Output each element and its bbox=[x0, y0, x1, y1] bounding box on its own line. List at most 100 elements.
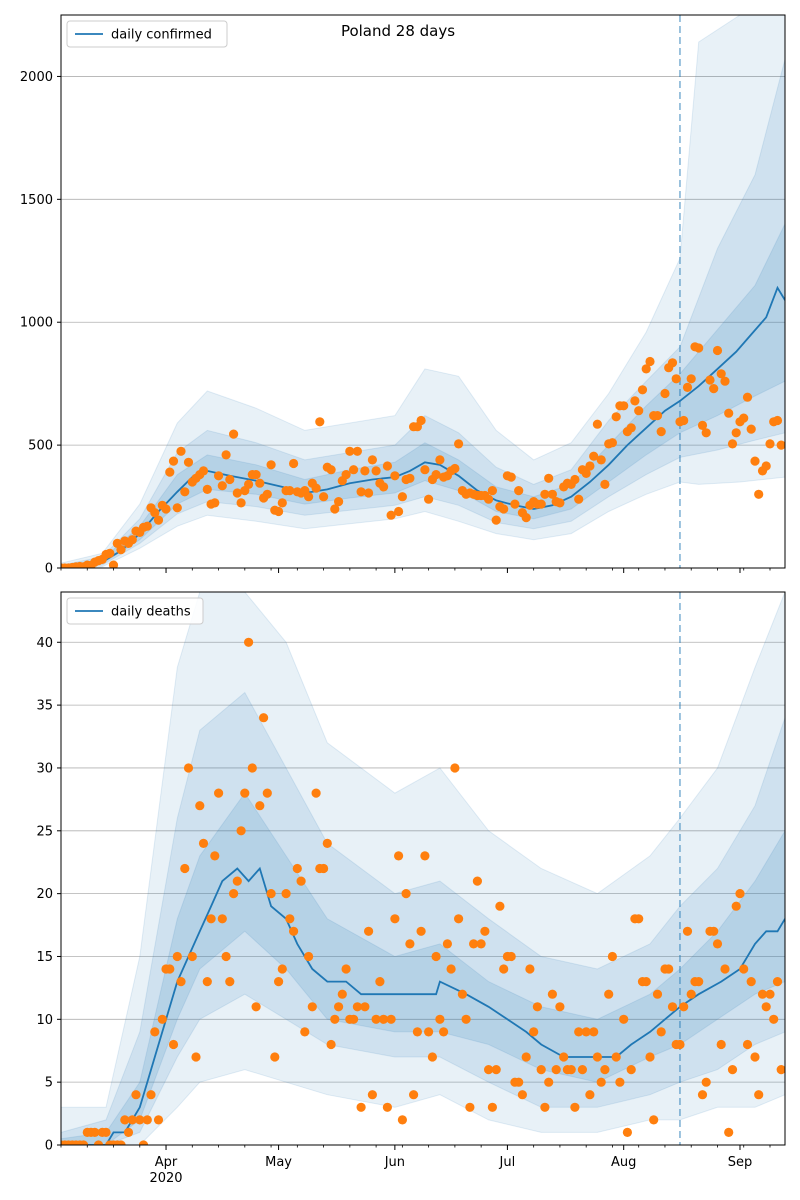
x-tick-label: Apr bbox=[155, 1155, 178, 1170]
observed-point bbox=[765, 989, 775, 999]
observed-point bbox=[652, 989, 663, 999]
observed-point bbox=[405, 473, 415, 483]
observed-point bbox=[232, 488, 242, 498]
observed-point bbox=[93, 1140, 104, 1145]
observed-point bbox=[465, 1102, 475, 1112]
observed-point bbox=[424, 494, 434, 504]
observed-point bbox=[517, 1090, 528, 1100]
observed-point bbox=[754, 489, 764, 499]
observed-point bbox=[487, 1102, 497, 1112]
observed-point bbox=[341, 964, 351, 974]
observed-point bbox=[484, 494, 494, 504]
observed-point bbox=[420, 465, 430, 475]
observed-point bbox=[544, 1077, 554, 1087]
observed-point bbox=[472, 876, 482, 886]
observed-point bbox=[772, 415, 783, 426]
observed-point bbox=[581, 468, 591, 478]
observed-point bbox=[300, 1027, 310, 1037]
observed-point bbox=[176, 977, 186, 987]
observed-point bbox=[165, 467, 175, 477]
legend: daily confirmed bbox=[66, 20, 228, 48]
observed-point bbox=[142, 521, 152, 531]
observed-point bbox=[367, 1090, 377, 1100]
observed-point bbox=[274, 977, 284, 987]
observed-point bbox=[330, 1014, 340, 1024]
x-tick-label: Aug bbox=[611, 1155, 636, 1170]
observed-point bbox=[319, 492, 329, 502]
observed-point bbox=[641, 977, 651, 987]
observed-point bbox=[645, 1052, 655, 1062]
observed-point bbox=[127, 1115, 137, 1125]
observed-point bbox=[679, 1002, 689, 1012]
legend-box bbox=[66, 20, 228, 48]
observed-point bbox=[379, 1014, 389, 1024]
observed-point bbox=[259, 713, 269, 723]
observed-point bbox=[544, 473, 554, 483]
observed-point bbox=[289, 458, 299, 469]
observed-point bbox=[656, 1027, 666, 1037]
observed-point bbox=[626, 423, 636, 433]
observed-point bbox=[360, 466, 370, 476]
observed-point bbox=[168, 456, 179, 466]
observed-point bbox=[521, 513, 531, 523]
observed-point bbox=[266, 889, 276, 899]
observed-point bbox=[686, 989, 696, 999]
observed-point bbox=[251, 470, 261, 480]
observed-point bbox=[637, 385, 648, 395]
observed-point bbox=[274, 506, 284, 517]
observed-point bbox=[244, 637, 254, 647]
observed-point bbox=[682, 926, 693, 936]
observed-point bbox=[701, 1077, 711, 1087]
observed-point bbox=[285, 914, 295, 924]
observed-point bbox=[225, 977, 235, 987]
observed-point bbox=[446, 964, 456, 974]
observed-point bbox=[525, 964, 535, 974]
x-tick-label: Sep bbox=[728, 1155, 753, 1170]
observed-point bbox=[712, 939, 723, 949]
observed-point bbox=[330, 504, 340, 514]
observed-point bbox=[191, 1052, 201, 1062]
observed-point bbox=[108, 560, 119, 568]
observed-point bbox=[262, 489, 272, 499]
observed-point bbox=[735, 889, 745, 899]
observed-point bbox=[311, 788, 321, 798]
plot-area bbox=[61, 592, 785, 1145]
observed-point bbox=[214, 788, 224, 798]
observed-point bbox=[750, 456, 760, 466]
observed-point bbox=[214, 471, 224, 481]
y-tick-label: 1000 bbox=[20, 316, 53, 331]
y-tick-label: 35 bbox=[36, 699, 53, 714]
observed-point bbox=[364, 488, 374, 498]
observed-point bbox=[720, 376, 730, 386]
observed-point bbox=[641, 364, 651, 374]
observed-point bbox=[540, 1102, 550, 1112]
observed-point bbox=[622, 1127, 633, 1137]
observed-point bbox=[236, 498, 246, 508]
observed-point bbox=[397, 1115, 407, 1125]
observed-point bbox=[229, 429, 239, 439]
observed-point bbox=[626, 1065, 636, 1075]
y-tick-label: 15 bbox=[36, 950, 53, 965]
observed-point bbox=[514, 1077, 524, 1087]
observed-point bbox=[510, 499, 520, 509]
observed-point bbox=[183, 763, 194, 773]
observed-point bbox=[394, 851, 404, 861]
observed-point bbox=[296, 876, 306, 886]
observed-point bbox=[727, 439, 738, 449]
observed-point bbox=[281, 889, 291, 899]
observed-point bbox=[311, 483, 321, 493]
y-tick-label: 25 bbox=[36, 824, 53, 839]
observed-point bbox=[364, 926, 374, 936]
y-tick-label: 5 bbox=[45, 1076, 53, 1091]
observed-point bbox=[596, 455, 606, 465]
observed-point bbox=[337, 989, 347, 999]
observed-point bbox=[499, 964, 509, 974]
observed-point bbox=[491, 515, 501, 525]
observed-point bbox=[266, 460, 276, 470]
observed-point bbox=[686, 374, 696, 384]
observed-point bbox=[146, 1090, 156, 1100]
observed-point bbox=[731, 428, 741, 438]
observed-point bbox=[461, 1014, 471, 1024]
observed-point bbox=[390, 471, 400, 481]
observed-point bbox=[131, 1090, 141, 1100]
